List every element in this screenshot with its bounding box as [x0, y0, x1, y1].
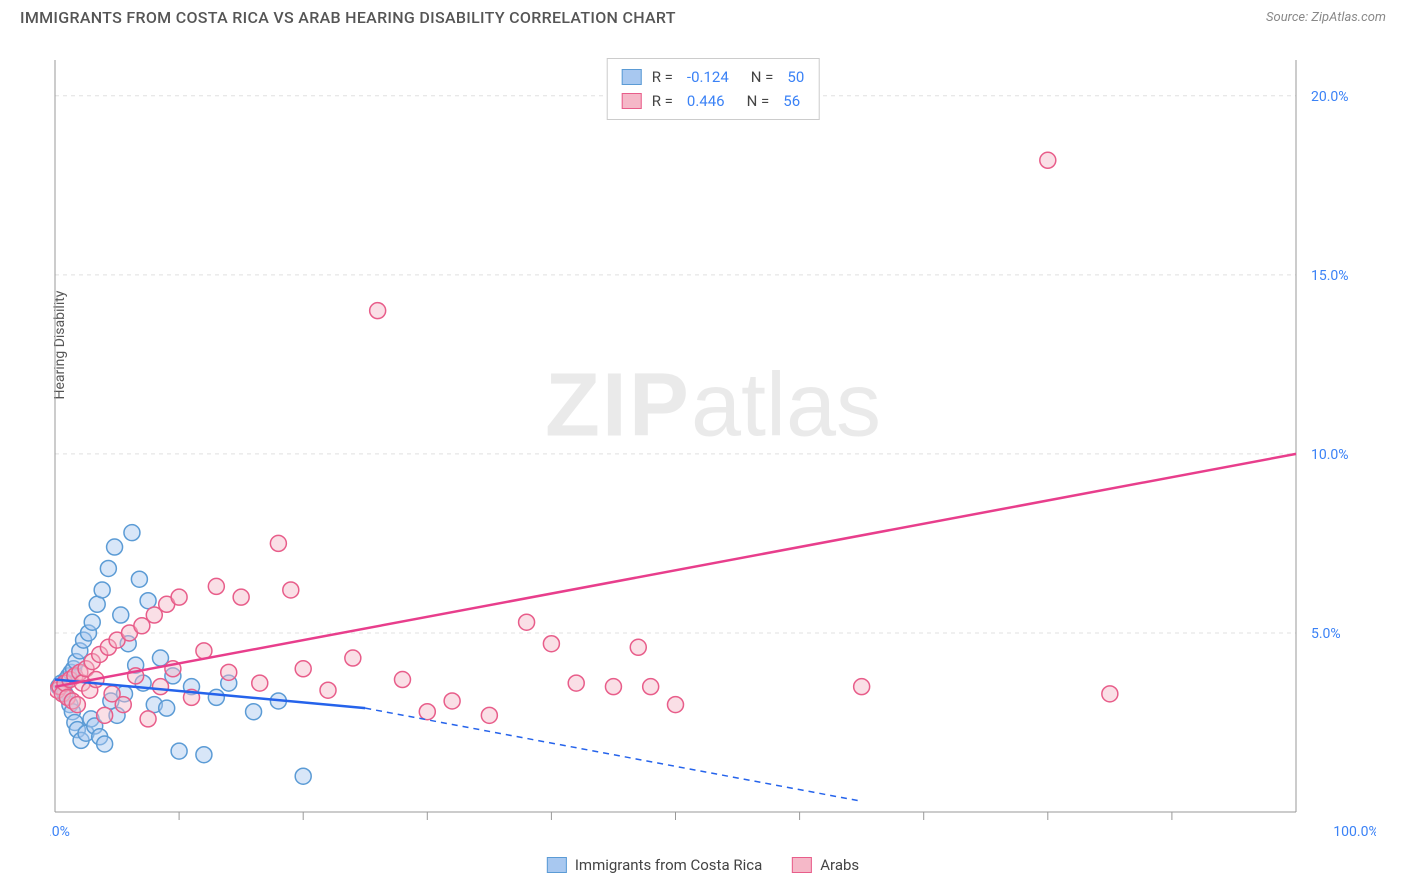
data-point [94, 582, 110, 598]
legend-label: Immigrants from Costa Rica [575, 856, 762, 874]
data-point [295, 768, 311, 784]
data-point [283, 582, 299, 598]
r-value: -0.124 [687, 65, 729, 89]
y-tick-label: 15.0% [1311, 268, 1349, 284]
data-point [113, 607, 129, 623]
data-point [444, 693, 460, 709]
n-label: N = [747, 89, 770, 113]
data-point [124, 525, 140, 541]
data-point [270, 535, 286, 551]
trend-line [55, 454, 1296, 687]
data-point [171, 743, 187, 759]
r-value: 0.446 [687, 89, 725, 113]
source-attribution: Source: ZipAtlas.com [1266, 10, 1386, 25]
data-point [159, 700, 175, 716]
scatter-plot: 5.0% 10.0% 15.0% 20.0% 0.0% 100.0% [50, 50, 1376, 842]
data-point [568, 675, 584, 691]
data-point [370, 303, 386, 319]
series-legend: Immigrants from Costa Rica Arabs [547, 856, 859, 874]
legend-swatch [792, 857, 812, 873]
data-point [97, 707, 113, 723]
data-point [668, 697, 684, 713]
trend-line-extrapolated [365, 708, 861, 801]
data-point [196, 747, 212, 763]
data-point [246, 704, 262, 720]
n-label: N = [751, 65, 774, 89]
legend-row: R = 0.446 N = 56 [622, 89, 805, 113]
trend-line [55, 680, 365, 709]
data-point [69, 697, 85, 713]
data-point [115, 697, 131, 713]
legend-item: Arabs [792, 856, 859, 874]
data-point [221, 664, 237, 680]
legend-swatch [622, 69, 642, 85]
x-tick-label: 0.0% [50, 824, 70, 840]
r-label: R = [652, 89, 673, 113]
legend-swatch [622, 93, 642, 109]
data-point [171, 589, 187, 605]
r-label: R = [652, 65, 673, 89]
data-point [1102, 686, 1118, 702]
n-value: 50 [787, 65, 804, 89]
data-point [481, 707, 497, 723]
data-point [97, 736, 113, 752]
data-point [643, 679, 659, 695]
data-point [107, 539, 123, 555]
data-point [394, 672, 410, 688]
data-point [252, 675, 268, 691]
chart-area: Hearing Disability 5.0%10.0%15.0%20.0%0.… [50, 50, 1376, 842]
data-point [208, 578, 224, 594]
legend-row: R = -0.124 N = 50 [622, 65, 805, 89]
data-point [345, 650, 361, 666]
data-point [295, 661, 311, 677]
data-point [630, 639, 646, 655]
n-value: 56 [783, 89, 800, 113]
legend-swatch [547, 857, 567, 873]
y-tick-label: 5.0% [1311, 626, 1341, 642]
data-point [543, 636, 559, 652]
data-point [233, 589, 249, 605]
data-point [320, 682, 336, 698]
legend-label: Arabs [820, 856, 859, 874]
data-point [1040, 152, 1056, 168]
data-point [605, 679, 621, 695]
data-point [131, 571, 147, 587]
data-point [419, 704, 435, 720]
data-point [152, 679, 168, 695]
y-tick-label: 20.0% [1311, 89, 1349, 105]
data-point [854, 679, 870, 695]
y-tick-label: 10.0% [1311, 447, 1349, 463]
data-point [84, 614, 100, 630]
title-bar: IMMIGRANTS FROM COSTA RICA VS ARAB HEARI… [0, 0, 1406, 31]
legend-item: Immigrants from Costa Rica [547, 856, 762, 874]
chart-title: IMMIGRANTS FROM COSTA RICA VS ARAB HEARI… [20, 8, 676, 27]
x-tick-label: 100.0% [1333, 824, 1376, 840]
data-point [208, 689, 224, 705]
data-point [519, 614, 535, 630]
data-point [140, 711, 156, 727]
correlation-legend: R = -0.124 N = 50 R = 0.446 N = 56 [607, 58, 820, 120]
data-point [100, 560, 116, 576]
